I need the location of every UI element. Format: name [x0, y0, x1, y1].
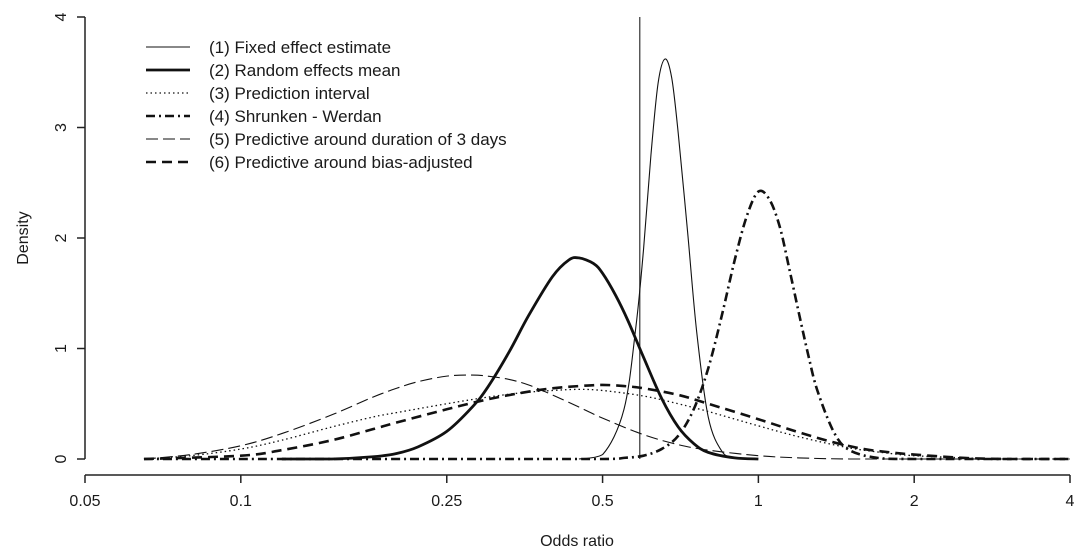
legend-item-3-prediction-interval: (3) Prediction interval [146, 84, 370, 103]
series-line-6 [143, 383, 1070, 461]
y-tick-label: 1 [53, 344, 70, 353]
series-line-1 [578, 58, 747, 460]
x-tick-label: 0.5 [591, 493, 613, 510]
legend-item-2-random-effects-mean: (2) Random effects mean [146, 61, 401, 80]
legend-item-1-fixed-effect-estimate: (1) Fixed effect estimate [146, 38, 391, 57]
legend-label: (6) Predictive around bias-adjusted [209, 153, 473, 172]
legend-item-4-shrunken-werdan: (4) Shrunken - Werdan [146, 107, 382, 126]
x-axis-ticks: 0.05 0.1 0.25 0.5 1 2 4 [69, 475, 1075, 510]
legend-label: (1) Fixed effect estimate [209, 38, 391, 57]
x-tick-label: 4 [1066, 493, 1075, 510]
legend-item-6-predictive-around-bias-adjusted: (6) Predictive around bias-adjusted [146, 153, 473, 172]
legend-label: (5) Predictive around duration of 3 days [209, 130, 507, 149]
plot-area [143, 17, 1070, 461]
legend-label: (2) Random effects mean [209, 61, 401, 80]
x-axis-title: Odds ratio [540, 533, 614, 550]
series-line-5 [143, 374, 1070, 460]
series-line-2 [281, 256, 759, 461]
y-tick-label: 4 [53, 12, 70, 21]
y-axis-ticks: 0 1 2 3 4 [53, 12, 85, 463]
y-tick-label: 2 [53, 233, 70, 242]
x-tick-label: 1 [754, 493, 763, 510]
x-tick-label: 0.25 [431, 493, 462, 510]
legend-label: (3) Prediction interval [209, 84, 370, 103]
y-tick-label: 0 [53, 454, 70, 463]
legend-item-5-predictive-around-duration-of-3-days: (5) Predictive around duration of 3 days [146, 130, 507, 149]
legend: (1) Fixed effect estimate (2) Random effe… [146, 38, 507, 172]
y-axis-title: Density [15, 211, 32, 264]
x-tick-label: 0.05 [69, 493, 100, 510]
legend-label: (4) Shrunken - Werdan [209, 107, 382, 126]
series-line-4 [143, 189, 1070, 461]
x-tick-label: 2 [910, 493, 919, 510]
x-tick-label: 0.1 [230, 493, 252, 510]
y-tick-label: 3 [53, 123, 70, 132]
